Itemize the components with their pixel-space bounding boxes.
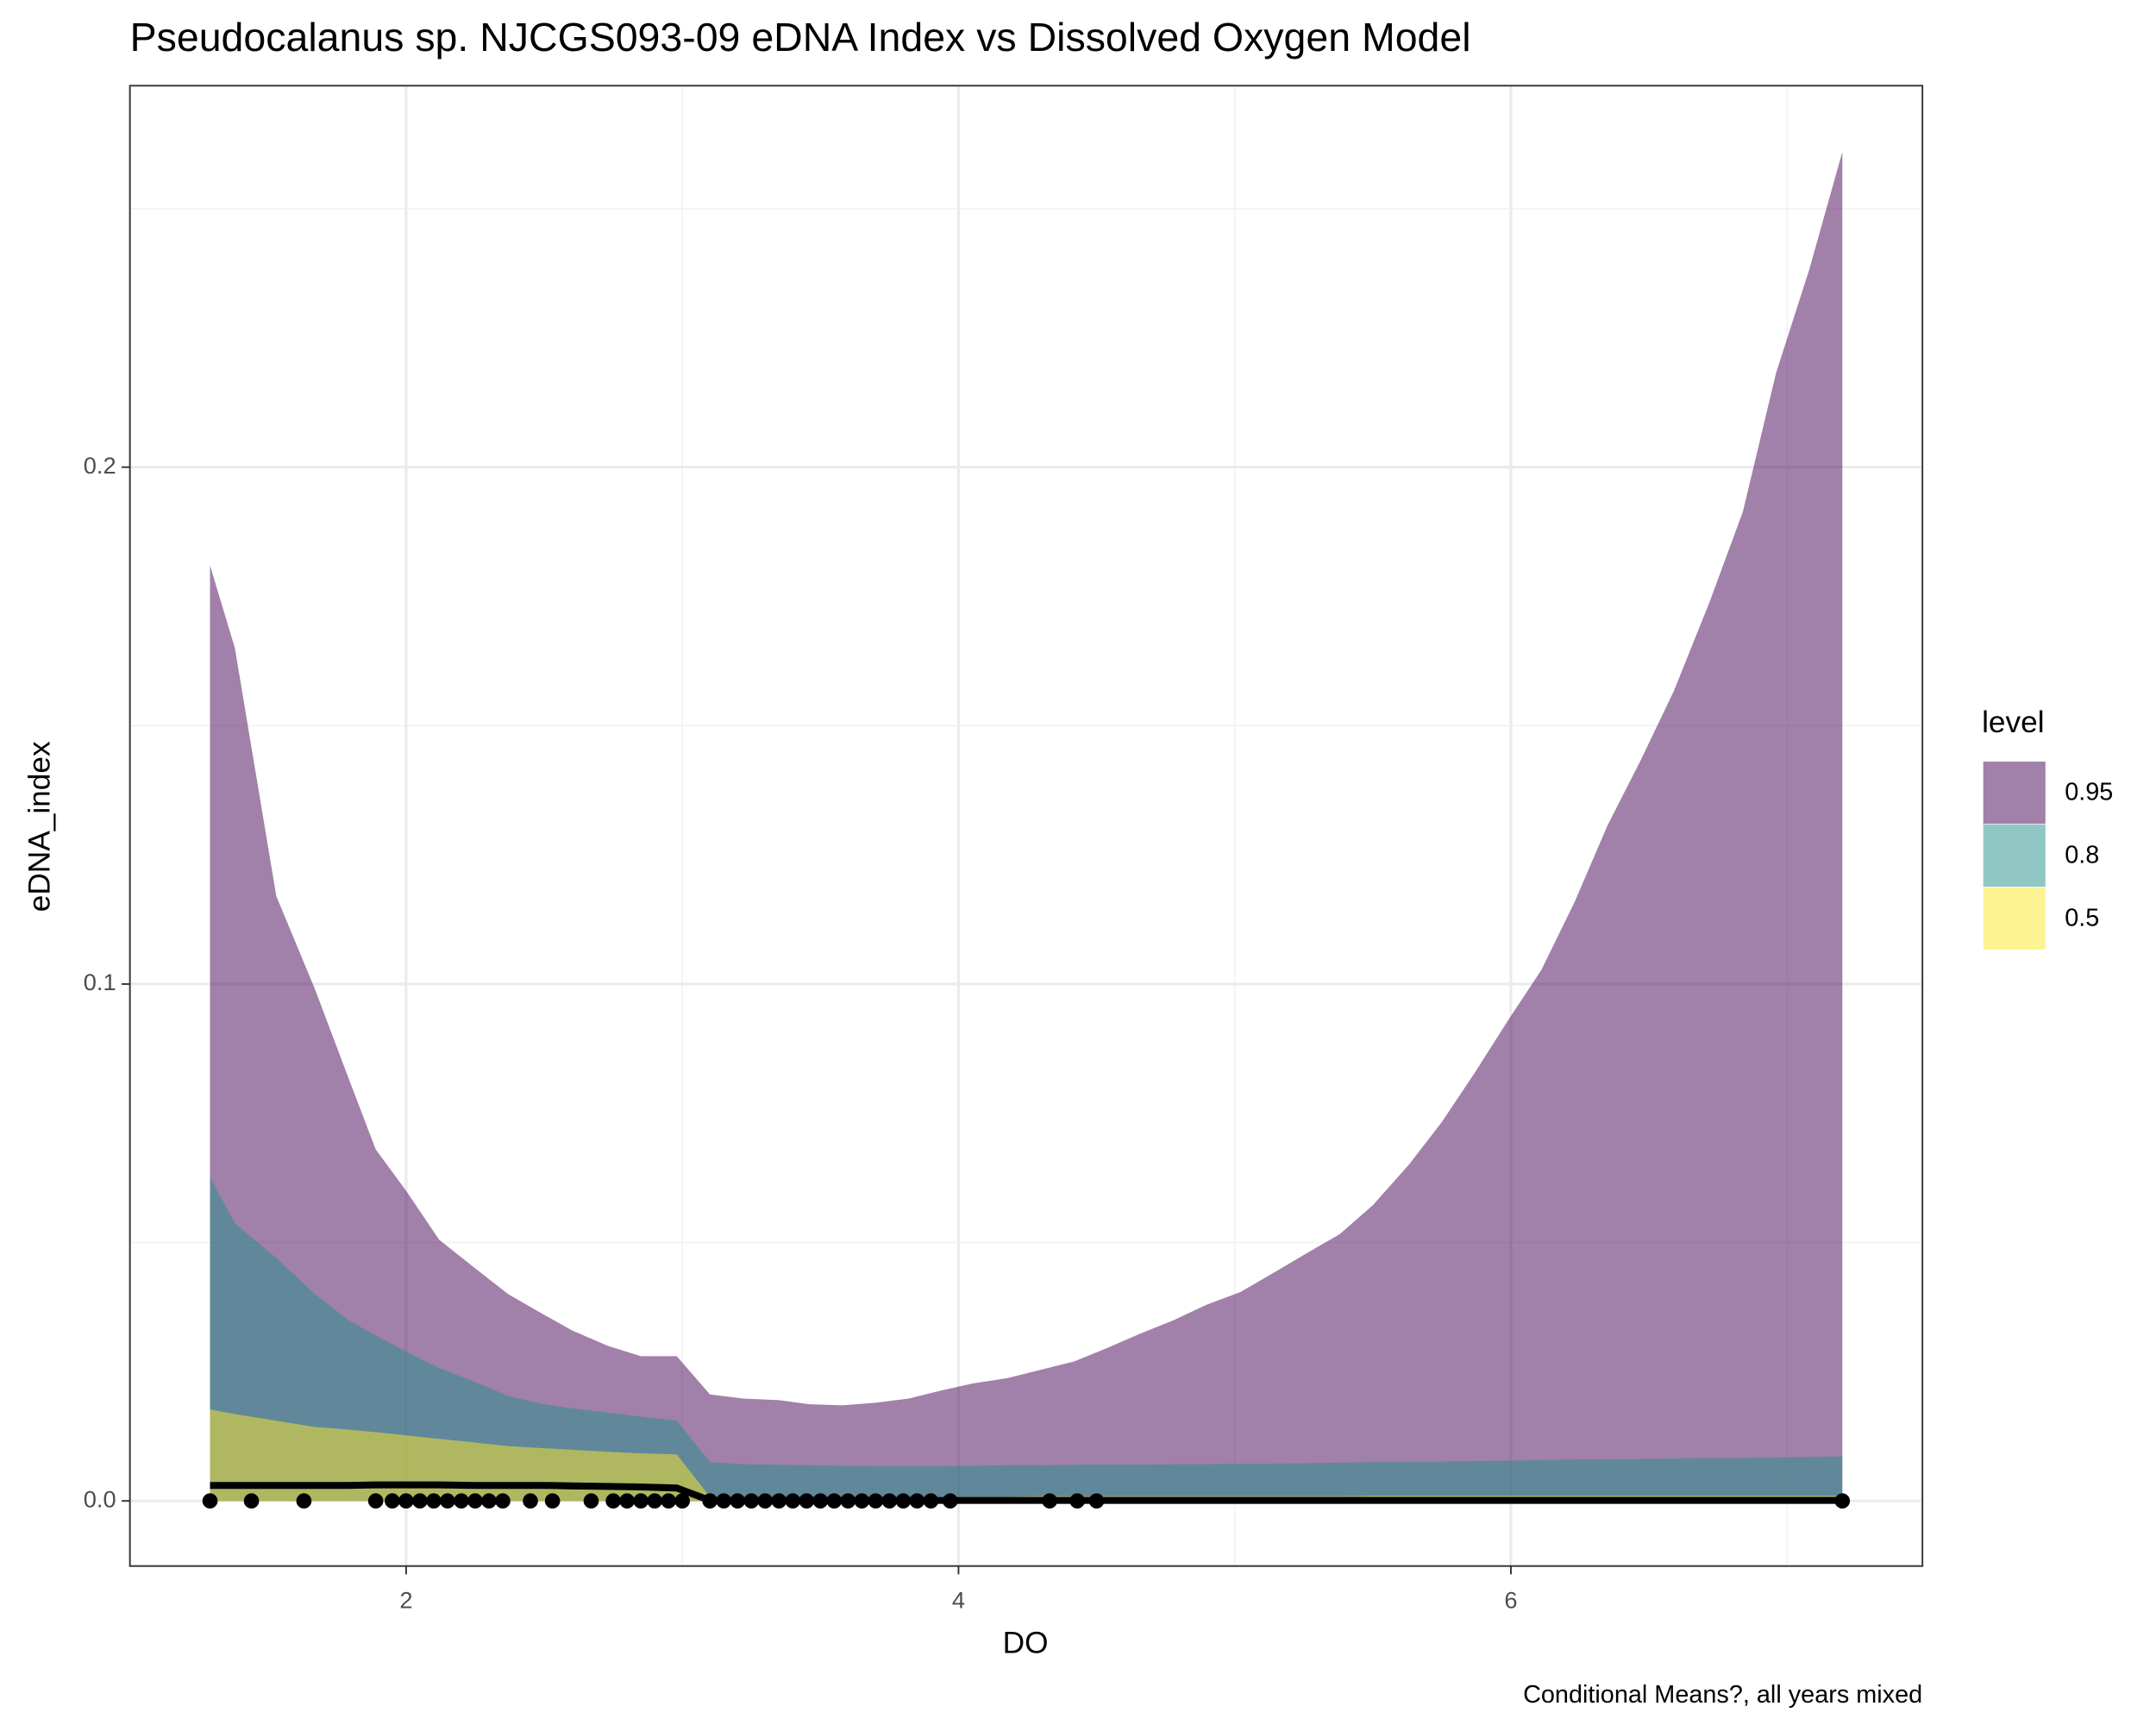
observation-point: [895, 1493, 912, 1509]
observation-point: [202, 1493, 218, 1509]
observation-point: [467, 1493, 483, 1509]
observation-point: [730, 1493, 746, 1509]
mean-line: [210, 1481, 1843, 1504]
y-tick-label: 0.0: [84, 1485, 116, 1512]
legend-label: 0.95: [2065, 778, 2113, 806]
ribbon: [210, 1177, 1843, 1502]
observation-point: [943, 1493, 958, 1509]
observation-point: [523, 1493, 538, 1509]
x-tick-label: 6: [1504, 1587, 1517, 1614]
observation-point: [757, 1493, 774, 1509]
caption: Conditional Means?, all years mixed: [1523, 1681, 1922, 1709]
observation-point: [799, 1493, 815, 1509]
legend-label: 0.5: [2065, 904, 2099, 932]
observation-point: [771, 1493, 787, 1509]
observation-point: [440, 1493, 455, 1509]
ribbon: [210, 152, 1843, 1502]
y-axis-label: eDNA_index: [22, 741, 56, 912]
observation-point: [544, 1493, 561, 1509]
observation-point: [385, 1493, 400, 1509]
x-tick-label: 4: [952, 1587, 965, 1614]
observation-point: [605, 1493, 621, 1509]
panel-border: [128, 85, 1924, 1567]
observation-point: [674, 1493, 690, 1509]
observation-point: [743, 1493, 760, 1509]
observation-point: [398, 1493, 414, 1509]
observation-point: [367, 1493, 384, 1509]
observation-point: [1088, 1493, 1105, 1509]
ribbon: [210, 1409, 1843, 1502]
legend-key: [1983, 887, 2046, 950]
legend-label: 0.8: [2065, 841, 2099, 869]
observation-point: [454, 1493, 469, 1509]
observation-point: [716, 1493, 732, 1509]
observation-point: [633, 1493, 649, 1509]
observation-point: [1069, 1493, 1085, 1509]
observation-point: [647, 1493, 662, 1509]
y-tick-label: 0.2: [84, 452, 116, 479]
observation-point: [495, 1493, 511, 1509]
x-axis-label: DO: [1003, 1626, 1049, 1659]
observation-point: [619, 1493, 635, 1509]
observation-point: [826, 1493, 843, 1509]
chart-title: Pseudocalanus sp. NJCGS093-09 eDNA Index…: [130, 15, 1471, 60]
legend-title: level: [1982, 706, 2045, 739]
legend-key: [1983, 824, 2046, 888]
observation-point: [583, 1493, 599, 1509]
observation-point: [909, 1493, 925, 1509]
observation-point: [923, 1493, 939, 1509]
y-tick-label: 0.1: [84, 969, 116, 995]
observation-point: [412, 1493, 428, 1509]
observation-point: [812, 1493, 829, 1509]
observation-point: [1042, 1493, 1057, 1509]
observation-point: [243, 1493, 260, 1509]
observation-point: [868, 1493, 884, 1509]
observation-point: [785, 1493, 801, 1509]
observation-point: [296, 1493, 312, 1509]
observation-point: [702, 1493, 718, 1509]
observation-point: [1834, 1493, 1851, 1509]
observation-point: [840, 1493, 856, 1509]
x-tick-label: 2: [399, 1587, 412, 1614]
observation-point: [661, 1493, 676, 1509]
observation-point: [426, 1493, 442, 1509]
observation-point: [881, 1493, 898, 1509]
legend-key: [1983, 762, 2046, 825]
observation-point: [854, 1493, 870, 1509]
observation-point: [481, 1493, 497, 1509]
